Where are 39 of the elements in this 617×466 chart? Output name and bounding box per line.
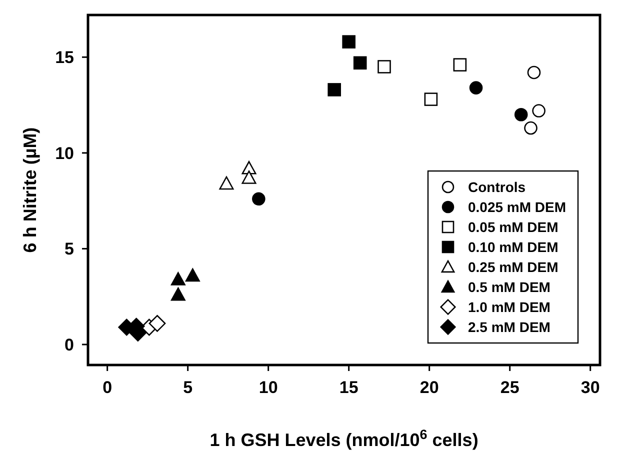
point bbox=[170, 272, 186, 286]
legend-label: 2.5 mM DEM bbox=[468, 319, 550, 335]
x-tick-label: 15 bbox=[339, 378, 358, 397]
x-tick-label: 5 bbox=[183, 378, 193, 397]
y-axis-title: 6 h Nitrite (µM) bbox=[20, 127, 40, 253]
legend-label: 0.025 mM DEM bbox=[468, 199, 566, 215]
legend-label: Controls bbox=[468, 179, 526, 195]
point bbox=[469, 81, 483, 94]
x-tick-label: 30 bbox=[580, 378, 600, 397]
point bbox=[148, 314, 166, 332]
point bbox=[185, 268, 200, 282]
point bbox=[378, 60, 391, 74]
point bbox=[170, 287, 186, 301]
x-tick-label: 20 bbox=[420, 378, 439, 397]
legend-label: 0.05 mM DEM bbox=[468, 219, 558, 235]
point bbox=[532, 104, 546, 118]
x-tick-label: 0 bbox=[102, 378, 112, 397]
y-tick-label: 0 bbox=[64, 336, 74, 354]
y-tick-label: 15 bbox=[55, 48, 74, 68]
y-tick-label: 5 bbox=[64, 240, 74, 259]
point bbox=[219, 176, 234, 190]
point bbox=[242, 170, 256, 184]
legend-label: 0.5 mM DEM bbox=[468, 279, 550, 295]
point bbox=[514, 108, 528, 122]
point bbox=[353, 56, 367, 70]
x-axis-title: 1 h GSH Levels (nmol/10$^{6}$ cells) bbox=[210, 426, 478, 450]
point bbox=[342, 35, 356, 48]
x-tick-label: 10 bbox=[258, 378, 278, 397]
point bbox=[328, 83, 341, 96]
point bbox=[527, 66, 541, 80]
point bbox=[252, 192, 266, 206]
point bbox=[453, 58, 467, 72]
legend-label: 0.25 mM DEM bbox=[468, 259, 558, 275]
point bbox=[424, 92, 438, 106]
legend-label: 1.0 mM DEM bbox=[468, 299, 550, 315]
point bbox=[524, 121, 538, 135]
y-tick-label: 10 bbox=[55, 144, 74, 163]
x-tick-label: 25 bbox=[500, 378, 520, 397]
legend-label: 0.10 mM DEM bbox=[468, 239, 558, 255]
